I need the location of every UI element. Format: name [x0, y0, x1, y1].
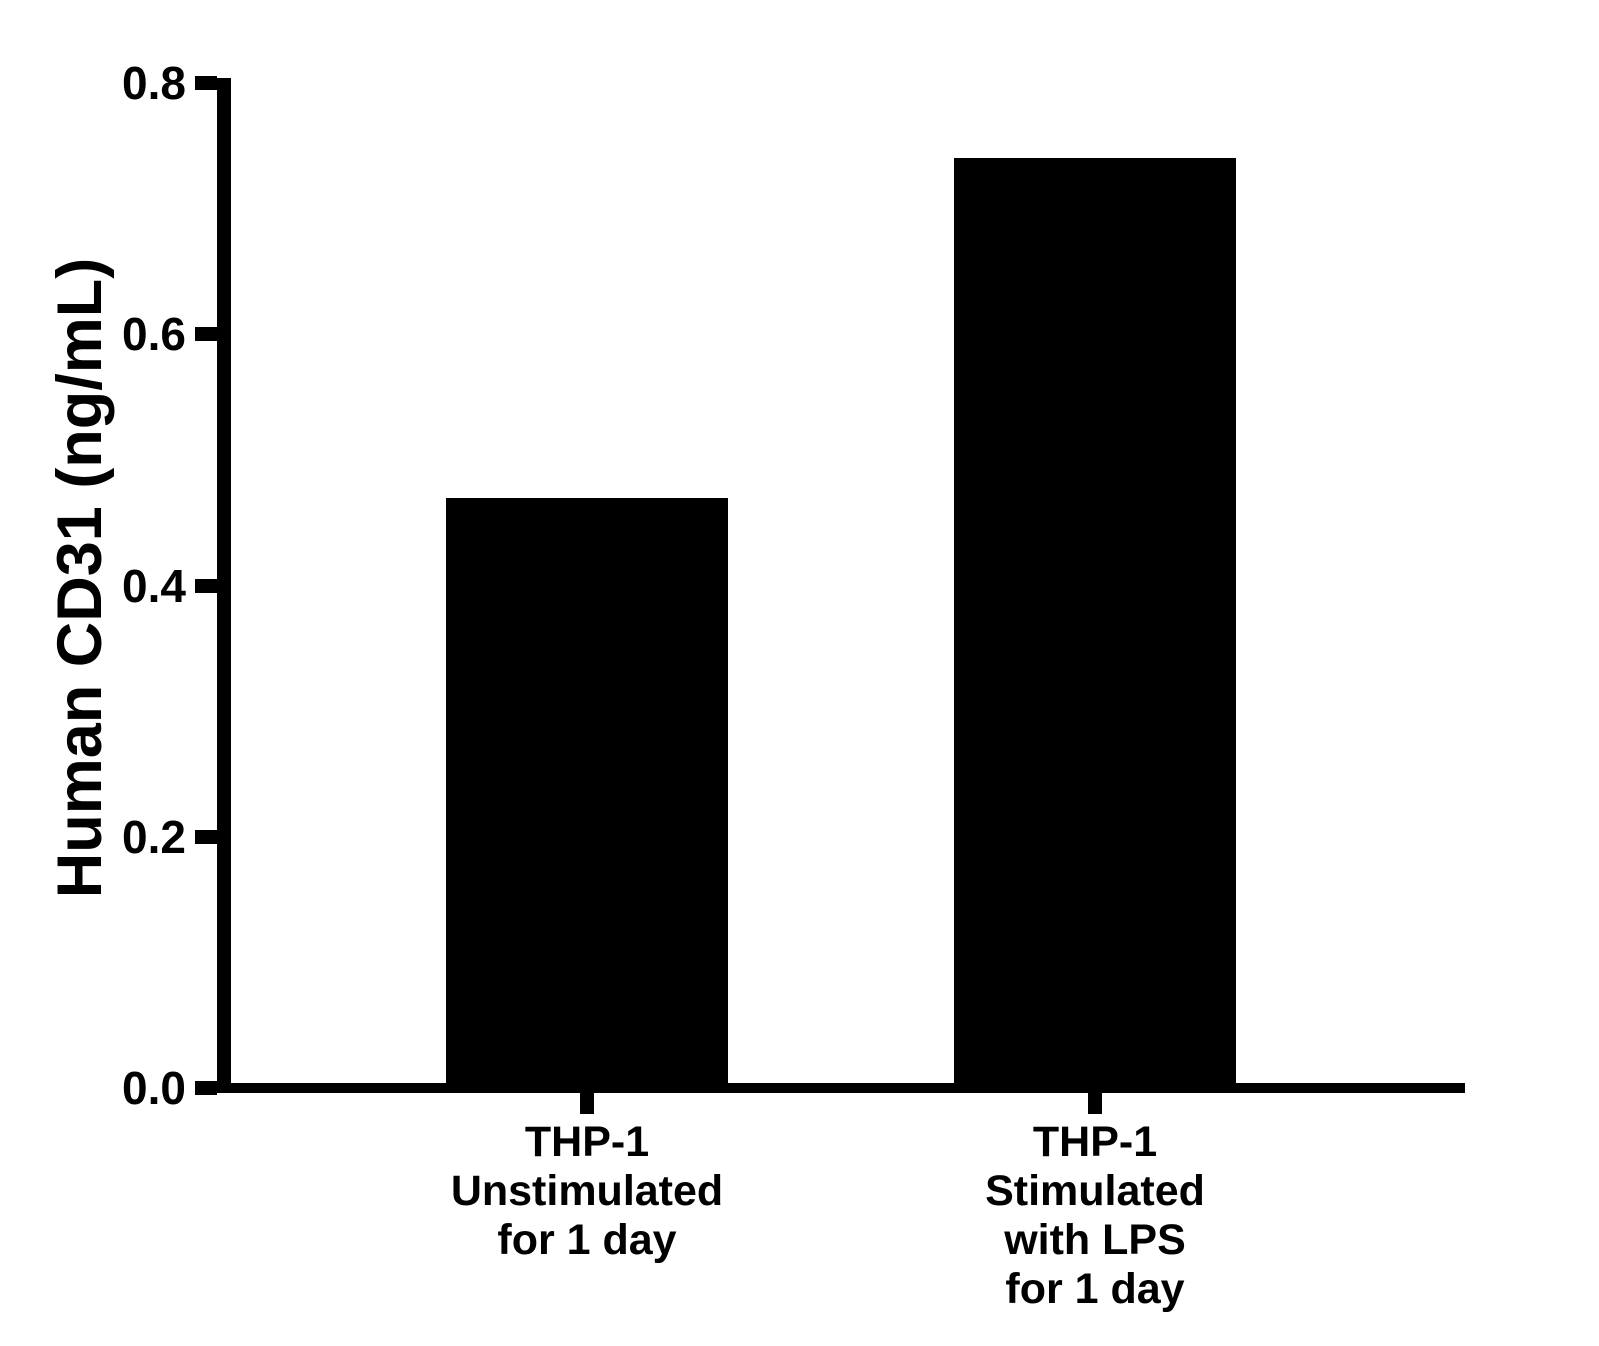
y-axis-tick: [195, 76, 217, 90]
y-axis-tick: [195, 829, 217, 844]
y-axis-tick: [195, 578, 217, 593]
y-axis-tick-label: 0.8: [122, 57, 186, 109]
y-axis-title: Human CD31 (ng/mL): [45, 257, 115, 899]
x-axis-tick: [580, 1093, 594, 1114]
y-axis-tick-label: 0.4: [122, 559, 186, 612]
y-axis-tick-label: 0.0: [122, 1062, 186, 1114]
x-axis-line: [195, 1083, 1465, 1093]
bar: [446, 497, 728, 1088]
y-axis-tick-label: 0.6: [122, 308, 186, 361]
y-axis-tick-label: 0.2: [122, 810, 186, 863]
x-axis-category-label: THP-1 Unstimulated for 1 day: [450, 1118, 724, 1264]
y-axis-tick: [195, 1081, 217, 1095]
x-axis-tick: [1088, 1093, 1102, 1114]
y-axis-tick: [195, 327, 217, 342]
bar: [954, 158, 1236, 1088]
x-axis-category-label: THP-1 Stimulated with LPS for 1 day: [985, 1118, 1205, 1313]
y-axis-line: [217, 78, 231, 1093]
